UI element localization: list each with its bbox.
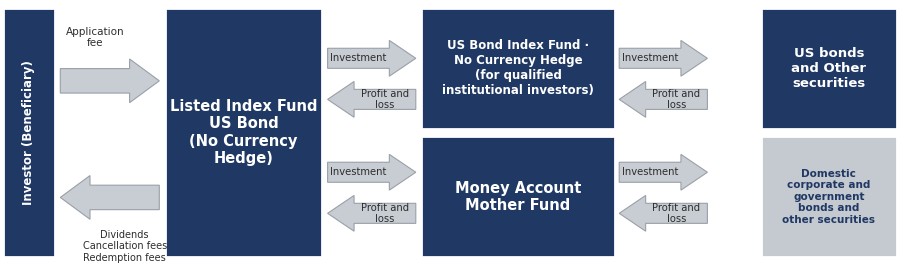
FancyBboxPatch shape	[760, 136, 897, 257]
Text: Investment: Investment	[622, 53, 679, 63]
FancyBboxPatch shape	[3, 8, 55, 257]
Polygon shape	[619, 82, 707, 117]
Polygon shape	[328, 154, 416, 190]
Text: Profit and
loss: Profit and loss	[652, 202, 700, 224]
FancyBboxPatch shape	[165, 8, 322, 257]
Text: Investment: Investment	[330, 167, 387, 177]
Text: Investment: Investment	[622, 167, 679, 177]
Text: US bonds
and Other
securities: US bonds and Other securities	[791, 47, 867, 90]
Text: Money Account
Mother Fund: Money Account Mother Fund	[454, 180, 581, 213]
FancyBboxPatch shape	[760, 8, 897, 129]
Text: Profit and
loss: Profit and loss	[361, 202, 409, 224]
Polygon shape	[60, 175, 159, 219]
Text: Profit and
loss: Profit and loss	[361, 89, 409, 110]
Text: Dividends
Cancellation fees
Redemption fees: Dividends Cancellation fees Redemption f…	[83, 230, 166, 263]
Polygon shape	[60, 59, 159, 103]
Polygon shape	[328, 196, 416, 231]
FancyBboxPatch shape	[421, 8, 615, 129]
Text: Domestic
corporate and
government
bonds and
other securities: Domestic corporate and government bonds …	[782, 169, 876, 225]
Text: Profit and
loss: Profit and loss	[652, 89, 700, 110]
Polygon shape	[619, 41, 707, 76]
Polygon shape	[619, 154, 707, 190]
Polygon shape	[328, 82, 416, 117]
FancyBboxPatch shape	[421, 136, 615, 257]
Text: Listed Index Fund
US Bond
(No Currency
Hedge): Listed Index Fund US Bond (No Currency H…	[170, 99, 317, 166]
Text: Investment: Investment	[330, 53, 387, 63]
Text: US Bond Index Fund ·
No Currency Hedge
(for qualified
institutional investors): US Bond Index Fund · No Currency Hedge (…	[442, 39, 594, 97]
Polygon shape	[619, 196, 707, 231]
Text: Application
fee: Application fee	[66, 27, 124, 48]
Text: Investor (Beneficiary): Investor (Beneficiary)	[22, 60, 35, 205]
Polygon shape	[328, 41, 416, 76]
